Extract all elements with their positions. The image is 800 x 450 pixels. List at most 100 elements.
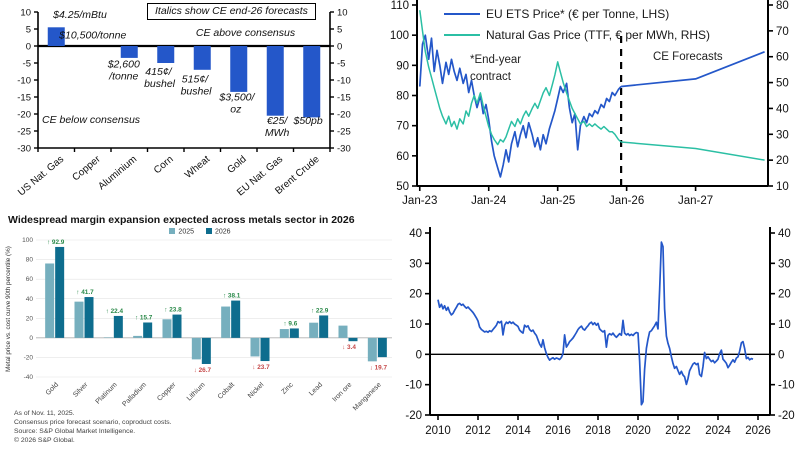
bar-annotation: $10,500/tonne (58, 30, 126, 42)
footnote-asof: As of Nov. 11, 2025. (14, 410, 75, 417)
legend-swatch-2026 (206, 228, 212, 234)
x-tick: 2014 (505, 425, 531, 437)
bar-Brent Crude (303, 46, 321, 118)
y-tick-left: 10 (20, 7, 31, 18)
bar-Manganese (367, 337, 377, 362)
bar-Palladium (143, 322, 153, 338)
value-label: ↑ 41.7 (76, 289, 94, 296)
y-tick-left: 0 (416, 349, 422, 361)
x-tick: 2022 (665, 425, 691, 437)
value-label: ↓ 19.7 (370, 364, 388, 371)
chart-ets-and-gas-prices: EU ETS Price* (€ per Tonne, LHS) Natural… (390, 0, 800, 212)
bar-annotation: $50pb (292, 115, 322, 127)
y-tick-right: 0 (778, 349, 784, 361)
y-tick-left: 30 (409, 258, 422, 270)
y-tick: 60 (26, 276, 34, 283)
y-tick-left: -10 (405, 380, 422, 392)
bar-annotation: €25/ (267, 115, 289, 127)
dual-axis-line-chart: 110 100 90 80 70 60 50 80 70 60 50 40 30 20 10 Jan-23 Ja… (390, 0, 789, 207)
lhs-tick: 60 (396, 151, 409, 163)
bar-annotation: bushel (181, 85, 213, 97)
bar-Lead (309, 322, 319, 338)
x-tick: Jan-23 (402, 195, 437, 207)
bar-annotation: $2,600 (107, 58, 140, 70)
x-tick: Jan-27 (678, 195, 713, 207)
ttf-gas-price-line (419, 10, 622, 146)
lhs-tick: 50 (396, 181, 409, 193)
legend-label-2025: 2025 (178, 228, 194, 236)
value-label: ↓ 23.7 (252, 364, 270, 371)
y-tick-left: 40 (409, 228, 422, 240)
legend-label-eu-ets: EU ETS Price* (€ per Tonne, LHS) (486, 6, 670, 21)
y-tick: -40 (24, 374, 34, 381)
ttf-gas-forecast-line (621, 141, 765, 161)
legend-item-2026: 2026 (206, 228, 231, 236)
x-cat-label: Nickel (247, 381, 266, 400)
y-tick: 20 (26, 315, 34, 322)
bar-Silver (84, 297, 94, 338)
note-end-year-contract: *End-year contract (470, 54, 522, 84)
note-italics-forecasts: Italics show CE end-26 forecasts (147, 3, 316, 20)
chart-title: Widespread margin expansion expected acr… (8, 214, 355, 226)
blue-series-line (437, 241, 754, 406)
bar-Palladium (133, 335, 143, 338)
note-ce-forecasts: CE Forecasts (653, 51, 723, 63)
bar-EU Nat. Gas (266, 46, 284, 116)
y-tick: 100 (22, 237, 33, 244)
y-tick-right: -5 (337, 58, 345, 69)
y-tick-left: -15 (17, 92, 31, 103)
bar-Manganese (377, 337, 387, 358)
x-tick: 2024 (705, 425, 731, 437)
y-tick-left: 5 (26, 24, 31, 35)
y-tick-left: -20 (17, 109, 31, 120)
y-tick-left: 10 (409, 319, 422, 331)
legend: EU ETS Price* (€ per Tonne, LHS) Natural… (444, 3, 710, 45)
value-label: ↑ 92.9 (47, 239, 65, 246)
y-tick-right: -30 (337, 143, 351, 154)
x-tick: 2010 (425, 425, 451, 437)
bar-annotation: $3,500/ (218, 91, 255, 103)
lhs-tick: 80 (396, 91, 409, 103)
bar-Iron ore (338, 325, 348, 338)
note-ce-below-consensus: CE below consensus (42, 114, 141, 126)
value-label: ↑ 22.9 (311, 307, 329, 314)
legend-label-ttf: Natural Gas Price (TTF, € per MWh, RHS) (486, 27, 711, 42)
bar-Copper (172, 314, 182, 338)
x-cat-label: Gold (45, 381, 60, 396)
rhs-tick: 70 (776, 26, 789, 38)
y-tick-right: -10 (337, 75, 351, 86)
y-tick-right: -20 (337, 109, 351, 120)
x-cat-label: Gold (225, 154, 248, 176)
y-tick-right: 30 (778, 258, 791, 270)
rhs-tick: 60 (776, 52, 789, 64)
legend-item-ttf: Natural Gas Price (TTF, € per MWh, RHS) (444, 24, 710, 45)
bar-annotation: $4.25/mBtu (52, 9, 107, 21)
y-tick-right: -10 (778, 380, 795, 392)
bar-Wheat (193, 46, 211, 70)
y-tick-right: 5 (337, 24, 342, 35)
x-tick: 2026 (745, 425, 771, 437)
rhs-tick: 10 (776, 181, 789, 193)
bar-Platinum (113, 315, 123, 338)
bar-Iron ore (348, 337, 358, 342)
lhs-tick: 70 (396, 121, 409, 133)
y-tick: 40 (26, 296, 34, 303)
bar-Copper (162, 319, 172, 338)
x-cat-label: Aluminium (96, 154, 139, 192)
lhs-tick: 110 (391, 0, 409, 12)
x-cat-label: Lead (308, 381, 324, 397)
legend-item-eu-ets: EU ETS Price* (€ per Tonne, LHS) (444, 3, 710, 24)
bar-Zinc (279, 329, 289, 338)
x-cat-label: Platinum (95, 381, 119, 405)
y-tick-left: 20 (409, 289, 422, 301)
eu-ets-price-line (418, 34, 622, 178)
bar-Corn (157, 46, 175, 63)
y-tick-right: -25 (337, 126, 351, 137)
y-tick-left: -5 (23, 58, 31, 69)
legend-label-2026: 2026 (215, 228, 231, 236)
x-tick: Jan-26 (609, 195, 644, 207)
x-cat-label: US Nat. Gas (16, 154, 66, 199)
value-label: ↑ 9.6 (283, 320, 297, 327)
